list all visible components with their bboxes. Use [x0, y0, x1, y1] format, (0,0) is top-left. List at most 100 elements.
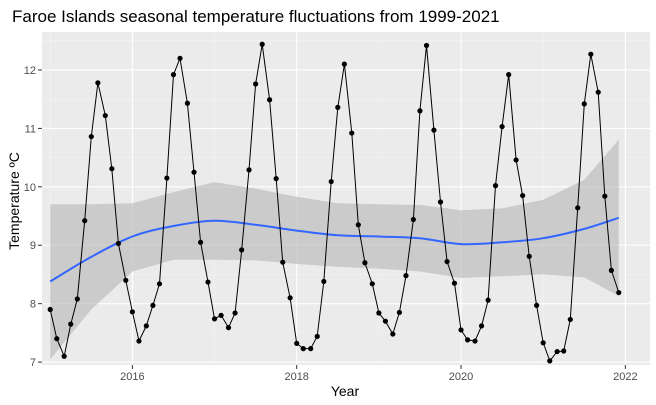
data-point: [602, 193, 608, 199]
data-point: [534, 302, 540, 309]
data-point: [575, 205, 581, 211]
data-point: [437, 199, 444, 205]
x-tick-label: 2018: [284, 371, 308, 383]
data-point: [68, 321, 74, 327]
data-point: [520, 192, 526, 199]
data-point: [417, 108, 423, 114]
data-point: [54, 336, 60, 342]
data-point: [314, 333, 320, 339]
data-point: [390, 331, 396, 337]
data-point: [123, 277, 129, 283]
x-tick-label: 2020: [449, 371, 473, 383]
data-point: [451, 280, 458, 286]
y-tick-label: 11: [25, 123, 36, 135]
data-point: [431, 127, 437, 133]
data-point: [287, 295, 293, 301]
data-point: [458, 327, 464, 333]
data-point: [266, 97, 273, 103]
data-point: [499, 124, 505, 130]
x-axis-ticks: 2016 2018 2020 2022: [120, 365, 638, 383]
data-point: [156, 281, 163, 287]
x-tick-label: 2022: [613, 371, 637, 383]
data-point: [526, 253, 532, 259]
data-point: [273, 176, 279, 182]
data-point: [232, 310, 238, 316]
temperature-line: [49, 44, 620, 362]
data-point: [595, 89, 601, 95]
data-point: [184, 100, 191, 106]
data-point: [513, 157, 519, 163]
data-point: [355, 222, 361, 228]
data-point: [465, 337, 471, 343]
data-point: [616, 289, 622, 296]
data-point: [588, 51, 594, 57]
data-point: [547, 358, 553, 364]
data-point: [362, 260, 368, 266]
chart-title: Faroe Islands seasonal temperature fluct…: [12, 7, 500, 26]
data-point: [472, 338, 478, 344]
data-point: [129, 309, 135, 315]
data-point: [382, 318, 389, 324]
y-tick-label: 10: [24, 182, 36, 194]
data-point: [115, 240, 122, 247]
data-point: [143, 323, 149, 329]
data-point: [191, 169, 197, 175]
data-point: [239, 247, 245, 253]
confidence-ribbon: [50, 139, 619, 360]
data-point: [608, 267, 614, 273]
data-point: [253, 81, 259, 87]
data-point: [88, 133, 94, 140]
data-point: [506, 72, 512, 78]
data-point: [294, 340, 300, 346]
data-point: [164, 175, 170, 181]
data-point: [170, 72, 177, 78]
x-axis-title: Year: [331, 383, 360, 399]
data-point: [321, 278, 327, 285]
data-point: [177, 55, 183, 61]
data-point: [197, 239, 204, 245]
data-point: [136, 338, 142, 344]
data-point: [396, 309, 403, 316]
data-point: [82, 218, 88, 224]
data-point: [259, 41, 265, 47]
data-point: [444, 258, 450, 265]
data-point: [335, 104, 341, 110]
data-point: [492, 183, 499, 189]
data-point: [102, 112, 108, 119]
data-point: [47, 306, 53, 313]
data-point: [328, 178, 334, 185]
data-point: [308, 346, 314, 352]
data-point: [423, 42, 430, 49]
data-point: [369, 281, 375, 287]
data-point: [540, 340, 546, 346]
data-point: [109, 166, 115, 172]
data-point: [95, 80, 101, 86]
data-point: [205, 279, 211, 285]
data-point: [376, 310, 382, 316]
data-point: [74, 296, 80, 302]
data-point: [561, 348, 567, 354]
data-point: [61, 353, 67, 359]
data-point: [567, 316, 573, 323]
data-point: [150, 302, 156, 309]
data-point: [554, 348, 560, 355]
data-point: [341, 61, 347, 67]
y-tick-label: 12: [24, 65, 36, 77]
y-tick-label: 8: [30, 299, 36, 311]
data-point: [349, 130, 355, 136]
data-point: [225, 325, 232, 331]
data-point: [211, 316, 218, 322]
y-axis-ticks: 7 8 9 10 11 12: [24, 65, 42, 369]
data-point: [485, 297, 491, 303]
data-point: [218, 312, 224, 318]
y-axis-title: Temperature ºC: [6, 152, 22, 250]
y-tick-label: 7: [30, 357, 36, 369]
data-point: [410, 216, 416, 223]
data-point: [246, 167, 252, 173]
data-points: [47, 41, 622, 364]
data-point: [403, 273, 409, 279]
data-point: [581, 101, 587, 107]
data-point: [478, 323, 485, 329]
data-point: [280, 259, 286, 265]
